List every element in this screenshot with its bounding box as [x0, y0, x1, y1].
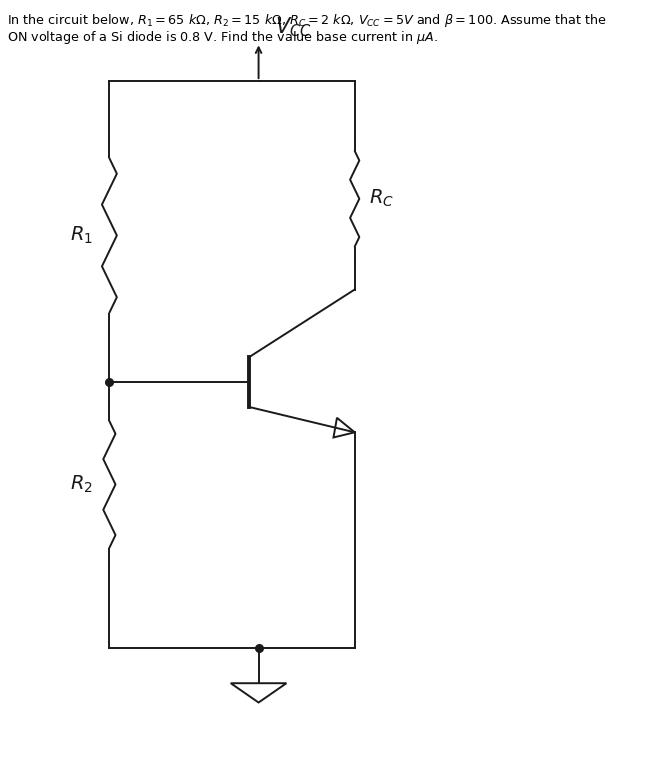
Text: In the circuit below, $R_1 = 65\ k\Omega$, $R_2 = 15\ k\Omega$, $R_C = 2\ k\Omeg: In the circuit below, $R_1 = 65\ k\Omega…	[7, 12, 607, 29]
Text: $R_2$: $R_2$	[70, 474, 93, 495]
Text: $V_{CC}$: $V_{CC}$	[275, 15, 312, 39]
Text: ON voltage of a Si diode is 0.8 V. Find the value base current in $\mu A$.: ON voltage of a Si diode is 0.8 V. Find …	[7, 29, 438, 46]
Text: $R_1$: $R_1$	[70, 225, 93, 246]
Text: $R_C$: $R_C$	[369, 188, 394, 209]
